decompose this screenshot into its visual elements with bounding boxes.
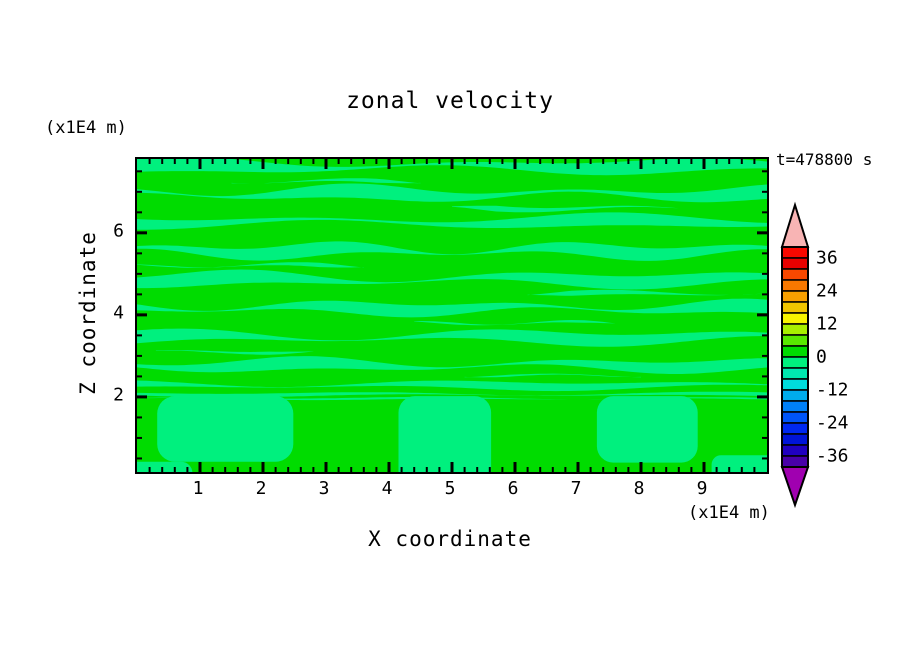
contour-band-negative xyxy=(137,269,767,290)
colorbar-segment xyxy=(781,279,809,292)
colorbar-segment xyxy=(781,433,809,446)
contour-band-negative xyxy=(452,205,679,213)
colorbar-label: 0 xyxy=(816,346,827,368)
contour-field xyxy=(137,159,767,472)
contour-band-negative xyxy=(137,356,767,374)
y-tick-label: 6 xyxy=(113,220,124,242)
colorbar-segment xyxy=(781,323,809,336)
y-axis-unit-label: (x1E4 m) xyxy=(45,118,127,138)
contour-blob-negative xyxy=(137,461,193,472)
contour-band-negative xyxy=(464,373,641,378)
colorbar-label: 12 xyxy=(816,313,838,335)
colorbar-segment xyxy=(781,290,809,303)
time-annotation: t=478800 s xyxy=(776,150,873,169)
colorbar-label: -12 xyxy=(816,379,849,401)
colorbar-segment xyxy=(781,257,809,270)
contour-band-negative xyxy=(231,178,421,184)
colorbar-label: 24 xyxy=(816,280,838,302)
x-tick-label: 9 xyxy=(696,478,708,499)
contour-blob-negative xyxy=(596,396,698,463)
x-axis-unit-label: (x1E4 m) xyxy=(688,503,770,523)
colorbar-segment xyxy=(781,455,809,468)
colorbar-segment xyxy=(781,422,809,435)
contour-band-negative xyxy=(155,350,314,355)
contour-band-negative xyxy=(137,262,364,268)
contour-band-negative xyxy=(137,328,767,347)
x-tick-label: 4 xyxy=(381,478,393,499)
colorbar-segment xyxy=(781,301,809,314)
x-tick-label: 7 xyxy=(570,478,582,499)
plot-title: zonal velocity xyxy=(346,88,554,114)
x-tick-label: 1 xyxy=(192,478,204,499)
contour-band-negative xyxy=(527,289,761,296)
colorbar-over-arrow xyxy=(780,201,810,248)
x-tick-label: 3 xyxy=(318,478,330,499)
y-tick-label: 2 xyxy=(113,384,124,406)
y-tick-label: 4 xyxy=(113,302,124,324)
colorbar-segment xyxy=(781,400,809,413)
x-axis-title: X coordinate xyxy=(368,527,532,551)
contour-band-negative xyxy=(137,391,767,398)
contour-blob-negative xyxy=(711,455,767,472)
colorbar-under-arrow xyxy=(780,466,810,509)
colorbar-segment xyxy=(781,411,809,424)
x-tick-label: 8 xyxy=(633,478,645,499)
contour-band-negative xyxy=(137,298,767,318)
x-tick-label: 6 xyxy=(507,478,519,499)
colorbar-segment xyxy=(781,246,809,259)
colorbar-label: 36 xyxy=(816,247,838,269)
colorbar-segment xyxy=(781,312,809,325)
colorbar-segment xyxy=(781,268,809,281)
contour-band-negative xyxy=(137,159,767,176)
contour-band-negative xyxy=(137,212,767,230)
plot-area xyxy=(135,157,769,474)
colorbar-segment xyxy=(781,356,809,369)
contour-blob-negative xyxy=(157,396,294,462)
colorbar-segment xyxy=(781,378,809,391)
contour-blob-negative xyxy=(398,396,492,472)
colorbar-segment xyxy=(781,444,809,457)
colorbar-segment xyxy=(781,367,809,380)
colorbar-label: -36 xyxy=(816,445,849,467)
contour-band-negative xyxy=(137,241,767,261)
x-tick-label: 5 xyxy=(444,478,456,499)
colorbar-label: -24 xyxy=(816,412,849,434)
colorbar-segment xyxy=(781,334,809,347)
colorbar-segment xyxy=(781,389,809,402)
contour-band-negative xyxy=(414,320,616,326)
colorbar-frame xyxy=(781,246,809,468)
x-tick-label: 2 xyxy=(255,478,267,499)
contour-band-negative xyxy=(137,183,767,203)
colorbar-segment xyxy=(781,345,809,358)
colorbar xyxy=(780,201,810,509)
contour-band-negative xyxy=(137,380,767,392)
